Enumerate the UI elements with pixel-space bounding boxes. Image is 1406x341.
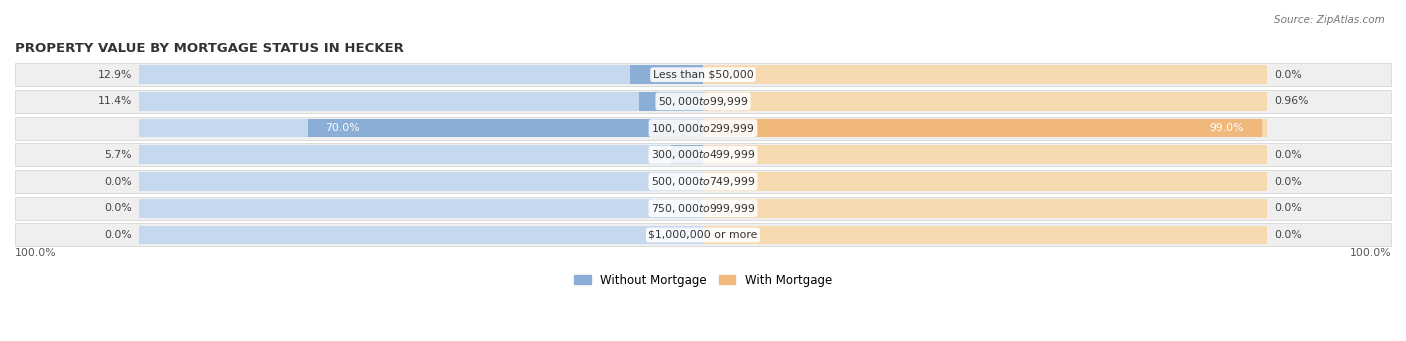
Text: $50,000 to $99,999: $50,000 to $99,999 (658, 95, 748, 108)
Text: 0.0%: 0.0% (1274, 70, 1302, 80)
Text: Less than $50,000: Less than $50,000 (652, 70, 754, 80)
Text: PROPERTY VALUE BY MORTGAGE STATUS IN HECKER: PROPERTY VALUE BY MORTGAGE STATUS IN HEC… (15, 43, 404, 56)
Bar (15, 223, 1391, 247)
Text: 12.9%: 12.9% (97, 70, 132, 80)
Bar (139, 146, 703, 164)
Text: 0.0%: 0.0% (1274, 150, 1302, 160)
Text: 0.0%: 0.0% (104, 203, 132, 213)
Bar (15, 197, 1391, 220)
Text: 99.0%: 99.0% (1209, 123, 1244, 133)
Bar (15, 63, 1391, 86)
Text: 0.0%: 0.0% (1274, 203, 1302, 213)
Text: 11.4%: 11.4% (97, 97, 132, 106)
Text: $100,000 to $299,999: $100,000 to $299,999 (651, 122, 755, 135)
Bar (15, 143, 1391, 166)
Bar (703, 172, 1267, 191)
Bar (139, 199, 703, 218)
Bar (703, 226, 1267, 244)
Bar (703, 119, 1267, 137)
Text: 100.0%: 100.0% (15, 248, 56, 258)
Bar (630, 65, 703, 84)
Bar (703, 146, 1267, 164)
Text: 5.7%: 5.7% (104, 150, 132, 160)
Bar (139, 226, 703, 244)
Text: $750,000 to $999,999: $750,000 to $999,999 (651, 202, 755, 215)
Text: 100.0%: 100.0% (1350, 248, 1391, 258)
Bar (671, 146, 703, 164)
Text: Source: ZipAtlas.com: Source: ZipAtlas.com (1274, 15, 1385, 25)
Text: 70.0%: 70.0% (325, 123, 360, 133)
Legend: Without Mortgage, With Mortgage: Without Mortgage, With Mortgage (569, 269, 837, 291)
Bar (139, 65, 703, 84)
Bar (139, 92, 703, 111)
Bar (703, 92, 709, 111)
Text: $500,000 to $749,999: $500,000 to $749,999 (651, 175, 755, 188)
Text: 0.0%: 0.0% (1274, 177, 1302, 187)
Bar (638, 92, 703, 111)
Bar (703, 119, 1261, 137)
Bar (15, 117, 1391, 139)
Bar (308, 119, 703, 137)
Text: $1,000,000 or more: $1,000,000 or more (648, 230, 758, 240)
Text: 0.0%: 0.0% (1274, 230, 1302, 240)
Text: 0.0%: 0.0% (104, 230, 132, 240)
Bar (15, 90, 1391, 113)
Bar (139, 172, 703, 191)
Bar (15, 170, 1391, 193)
Bar (139, 119, 703, 137)
Text: 0.0%: 0.0% (104, 177, 132, 187)
Text: 0.96%: 0.96% (1274, 97, 1309, 106)
Text: $300,000 to $499,999: $300,000 to $499,999 (651, 148, 755, 161)
Bar (703, 65, 1267, 84)
Bar (703, 199, 1267, 218)
Bar (703, 92, 1267, 111)
